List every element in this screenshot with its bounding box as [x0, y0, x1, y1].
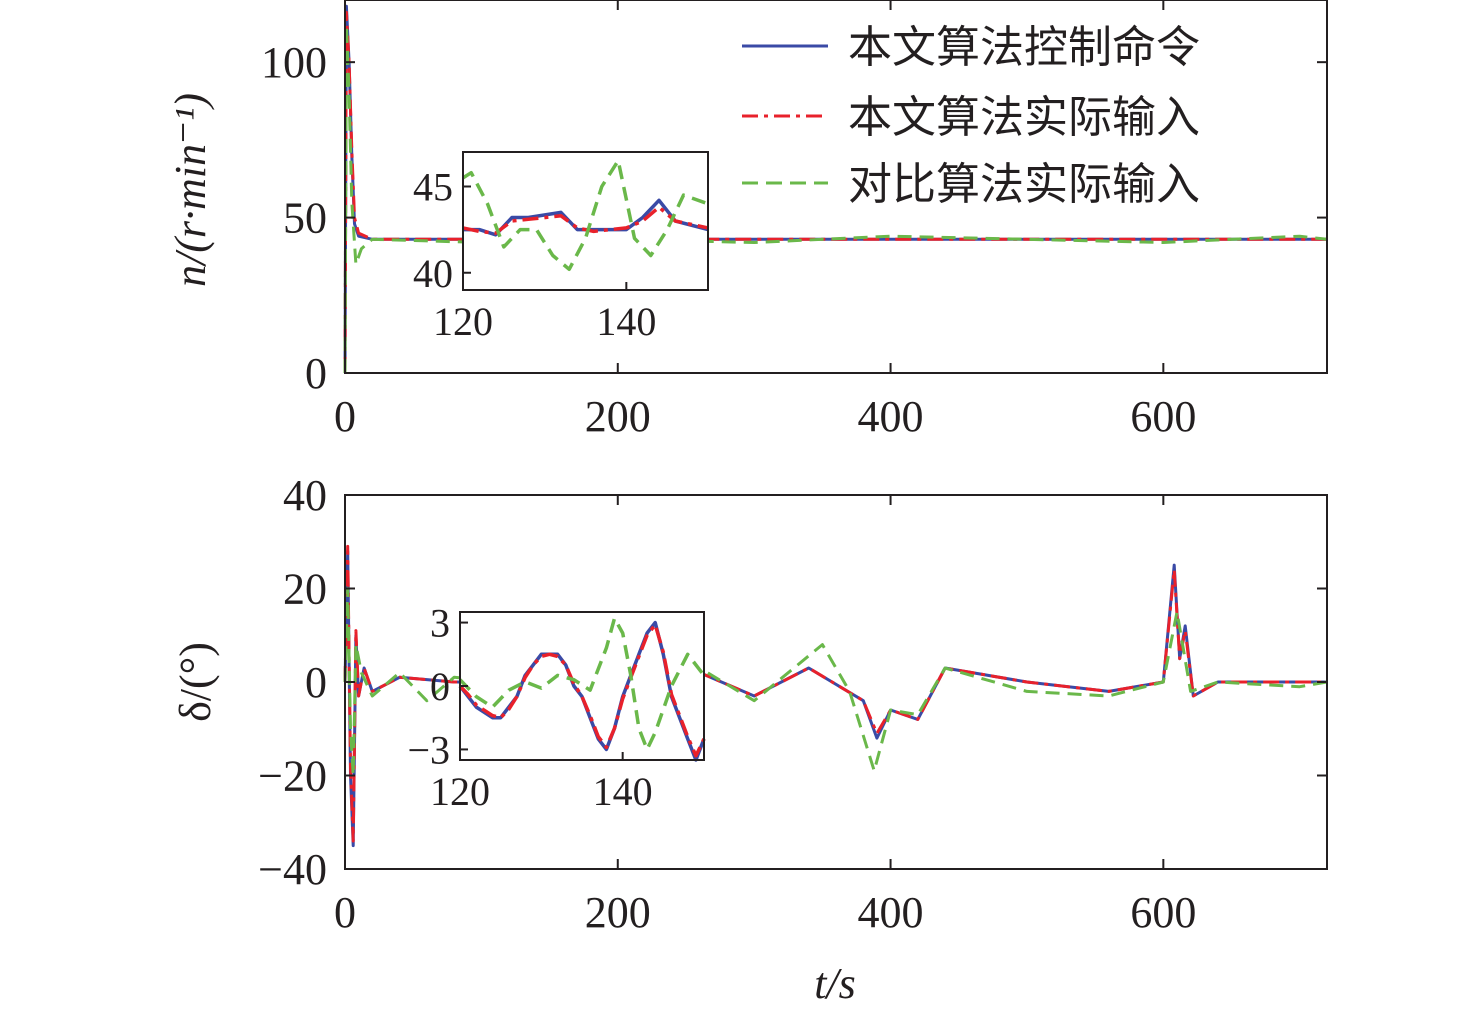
legend-label-command: 本文算法控制命令: [848, 23, 1200, 72]
panel-0-x-tick-label: 400: [858, 392, 924, 441]
panel-1-y-tick-label: 40: [283, 471, 327, 520]
panel-0-y-tick-label: 0: [305, 349, 327, 398]
panel-1-inset-series-2-line: [458, 616, 706, 752]
top-inset-plot-area: [462, 158, 709, 272]
panel-1-inset-y-tick-label: −3: [407, 727, 450, 772]
bottom-panel: 0 200 400 600 −40 −20 0 20 40 δ/(°) t/s 120 140 −3…: [171, 471, 1328, 1008]
panel-1-y-tick-label: −40: [258, 845, 327, 894]
panel-1-y-tick-label: 20: [283, 565, 327, 614]
panel-0-inset-y-tick-label: 45: [413, 165, 453, 210]
panel-1-inset-x-tick-label: 120: [430, 769, 490, 814]
panel-0-inset-x-tick-label: 140: [596, 299, 656, 344]
panel-1-x-tick-label: 400: [858, 888, 924, 937]
panel-0-inset-x-tick-label: 120: [433, 299, 493, 344]
panel-1-y-tick-label: −20: [258, 752, 327, 801]
panel-0-inset-series-2-line: [462, 158, 709, 272]
panel-1-x-tick-label: 600: [1130, 888, 1196, 937]
bottom-axes: 0 200 400 600 −40 −20 0 20 40: [258, 471, 1327, 937]
bottom-y-axis-label: δ/(°): [171, 642, 220, 722]
bottom-inset: 120 140 −3 0 3: [407, 601, 706, 814]
bottom-plot-area: [343, 544, 1328, 848]
bottom-inset-background: [460, 612, 704, 760]
legend-label-actual: 本文算法实际输入: [848, 93, 1200, 142]
panel-1-x-tick-label: 200: [585, 888, 651, 937]
panel-1-series-1-line: [343, 544, 1327, 843]
top-inset: 120 140 40 45: [413, 151, 709, 345]
panel-1-inset-series-1-line: [458, 622, 706, 758]
top-axes: 0 200 400 600 0 50 100: [261, 0, 1327, 441]
panel-1-y-tick-label: 0: [305, 658, 327, 707]
panel-0-inset-y-tick-label: 40: [413, 251, 453, 296]
top-y-axis-label: n/(r·min⁻¹): [166, 93, 215, 287]
legend-label-compare: 对比算法实际输入: [848, 160, 1200, 209]
bottom-inset-plot-area: [458, 616, 706, 762]
panel-1-x-tick-label: 0: [334, 888, 356, 937]
panel-0-y-tick-label: 50: [283, 194, 327, 243]
legend: 本文算法控制命令 本文算法实际输入 对比算法实际输入: [742, 23, 1200, 209]
bottom-inset-axes: 120 140 −3 0 3: [407, 601, 652, 814]
panel-1-inset-x-tick-label: 140: [593, 769, 653, 814]
panel-0-x-tick-label: 200: [585, 392, 651, 441]
top-inset-axes: 120 140 40 45: [413, 165, 656, 345]
panel-1-inset-y-tick-label: 0: [430, 664, 450, 709]
bottom-x-axis-label: t/s: [814, 959, 856, 1008]
panel-0-x-tick-label: 600: [1130, 392, 1196, 441]
top-inset-frame: [462, 151, 709, 291]
panel-0-x-tick-label: 0: [334, 392, 356, 441]
panel-1-inset-y-tick-label: 3: [430, 601, 450, 646]
panel-1-series-2-line: [343, 587, 1328, 777]
top-plot-frame: [344, 0, 1328, 374]
top-panel: 0 200 400 600 0 50 100 n/(r·min⁻¹) 本文算法控制命令 本文…: [166, 0, 1328, 441]
panel-0-y-tick-label: 100: [261, 38, 327, 87]
top-inset-background: [463, 152, 708, 290]
